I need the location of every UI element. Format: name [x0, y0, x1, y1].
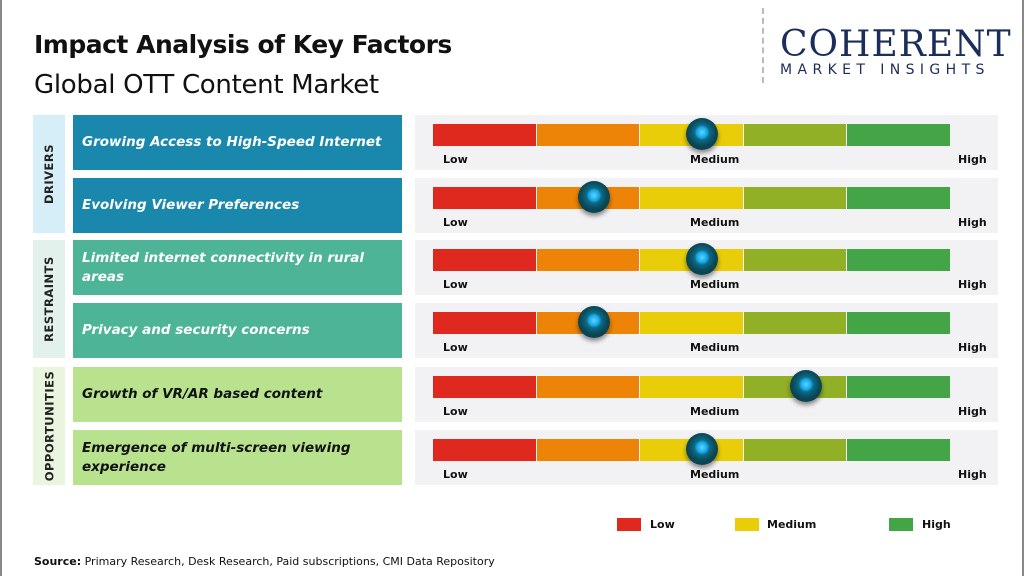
impact-gauge: Low Medium High	[415, 240, 998, 295]
legend-label-low: Low	[650, 518, 675, 531]
gauge-label-high: High	[958, 153, 987, 166]
gauge-segment	[743, 124, 847, 146]
legend-swatch-high	[889, 518, 913, 531]
gauge-segment	[536, 124, 640, 146]
gauge-segment	[640, 312, 743, 334]
logo-divider	[762, 8, 764, 83]
impact-gauge: Low Medium High	[415, 178, 998, 233]
gauge-label-medium: Medium	[690, 216, 740, 229]
gauge-indicator-knob	[789, 370, 822, 402]
gauge-segment	[847, 249, 950, 271]
gauge-label-low: Low	[443, 278, 468, 291]
gauge-segment	[743, 249, 847, 271]
gauge-label-high: High	[958, 468, 987, 481]
gauge-label-medium: Medium	[690, 153, 740, 166]
factor-label: Growth of VR/AR based content	[73, 367, 402, 422]
gauge-segment	[847, 187, 950, 209]
page-subtitle: Global OTT Content Market	[34, 70, 379, 100]
gauge-label-low: Low	[443, 468, 468, 481]
impact-gauge: Low Medium High	[415, 367, 998, 422]
gauge-segment	[743, 187, 847, 209]
gauge-label-medium: Medium	[690, 341, 740, 354]
gauge-label-high: High	[958, 278, 987, 291]
category-drivers: DRIVERS	[33, 115, 65, 233]
legend-label-medium: Medium	[767, 518, 817, 531]
gauge-segment	[847, 124, 950, 146]
source-text: Primary Research, Desk Research, Paid su…	[81, 555, 495, 568]
gauge-segment	[536, 249, 640, 271]
gauge-segment	[536, 439, 640, 461]
gauge-indicator-knob	[686, 243, 719, 275]
gauge-label-low: Low	[443, 341, 468, 354]
logo: COHERENT	[780, 24, 1012, 65]
gauge-segment	[847, 376, 950, 398]
source-note: Source: Primary Research, Desk Research,…	[34, 555, 495, 568]
legend-swatch-medium	[735, 518, 759, 531]
gauge-segment	[433, 376, 536, 398]
factor-label: Privacy and security concerns	[73, 303, 402, 358]
gauge-indicator-knob	[577, 306, 610, 338]
impact-gauge: Low Medium High	[415, 430, 998, 485]
gauge-segment	[433, 312, 536, 334]
gauge-segment	[640, 376, 743, 398]
page-title: Impact Analysis of Key Factors	[34, 30, 452, 59]
gauge-segment	[640, 187, 743, 209]
logo-tagline: MARKET INSIGHTS	[780, 62, 990, 78]
gauge-label-medium: Medium	[690, 468, 740, 481]
gauge-segment	[433, 124, 536, 146]
gauge-label-high: High	[958, 341, 987, 354]
category-label: RESTRAINTS	[42, 256, 56, 342]
gauge-segment	[847, 439, 950, 461]
gauge-label-medium: Medium	[690, 278, 740, 291]
impact-gauge: Low Medium High	[415, 303, 998, 358]
gauge-label-high: High	[958, 405, 987, 418]
category-restraints: RESTRAINTS	[33, 240, 65, 358]
impact-gauge: Low Medium High	[415, 115, 998, 170]
gauge-segment	[536, 376, 640, 398]
factor-label: Growing Access to High-Speed Internet	[73, 115, 402, 170]
factor-label: Evolving Viewer Preferences	[73, 178, 402, 233]
factor-label: Limited internet connectivity in rural a…	[73, 240, 402, 295]
gauge-indicator-knob	[577, 181, 610, 213]
gauge-label-low: Low	[443, 405, 468, 418]
gauge-segment	[743, 312, 847, 334]
category-label: DRIVERS	[42, 143, 57, 205]
gauge-indicator-knob	[686, 118, 719, 150]
category-opportunities: OPPORTUNITIES	[33, 367, 65, 485]
gauge-label-low: Low	[443, 216, 468, 229]
legend-swatch-low	[617, 518, 641, 531]
gauge-label-high: High	[958, 216, 987, 229]
legend-label-high: High	[922, 518, 951, 531]
gauge-segment	[847, 312, 950, 334]
gauge-segment	[433, 439, 536, 461]
gauge-segment	[433, 187, 536, 209]
category-label: OPPORTUNITIES	[42, 370, 57, 482]
factor-label: Emergence of multi-screen viewing experi…	[73, 430, 402, 485]
gauge-indicator-knob	[686, 433, 719, 465]
gauge-segment	[433, 249, 536, 271]
source-label: Source:	[34, 555, 82, 568]
gauge-label-low: Low	[443, 153, 468, 166]
gauge-label-medium: Medium	[690, 405, 740, 418]
gauge-segment	[743, 439, 847, 461]
